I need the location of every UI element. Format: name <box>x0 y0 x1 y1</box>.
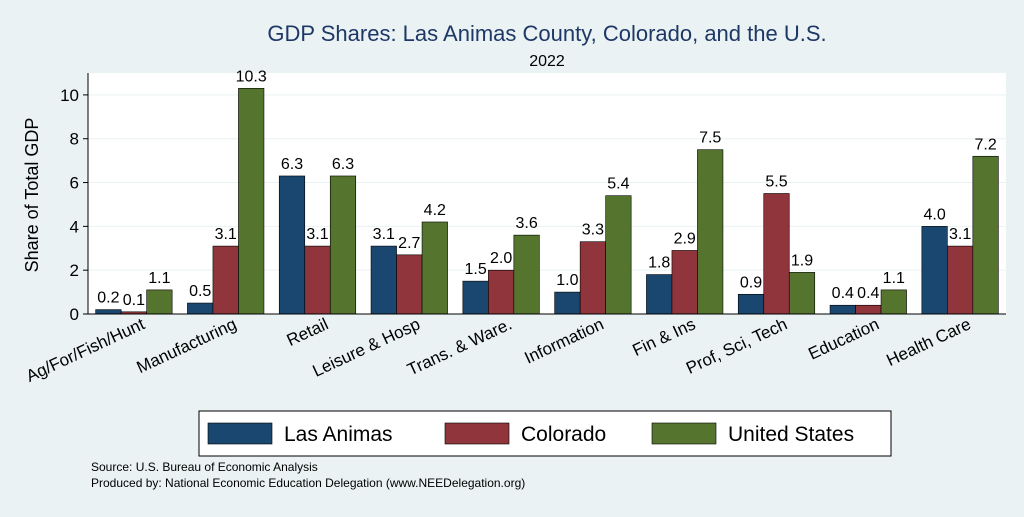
data-label: 10.3 <box>236 68 267 85</box>
x-tick-label: Education <box>805 314 882 363</box>
data-label: 7.2 <box>974 136 996 153</box>
legend <box>198 410 892 457</box>
data-label: 2.9 <box>674 230 696 247</box>
bar <box>488 269 515 315</box>
bar <box>855 304 882 315</box>
bar <box>697 149 724 315</box>
x-tick-label: Ag/For/Fish/Hunt <box>23 314 148 386</box>
bar <box>370 245 397 315</box>
bar <box>513 234 540 315</box>
data-label: 1.8 <box>648 255 670 272</box>
data-label: 3.1 <box>215 226 237 243</box>
y-tick-label: 10 <box>60 86 79 105</box>
data-label: 1.1 <box>883 270 905 287</box>
bar <box>396 254 423 315</box>
data-label: 0.9 <box>740 274 762 291</box>
bar <box>95 309 122 315</box>
bar <box>829 304 856 315</box>
legend-swatch <box>651 422 717 445</box>
data-label: 0.4 <box>857 285 879 302</box>
data-label: 1.5 <box>464 261 486 278</box>
bar <box>187 302 214 315</box>
bar <box>238 88 265 315</box>
data-label: 7.5 <box>699 130 721 147</box>
x-tick-label: Fin & Ins <box>630 314 699 360</box>
data-label: 0.2 <box>97 290 119 307</box>
data-label: 3.3 <box>582 222 604 239</box>
x-tick-label: Health Care <box>884 314 974 370</box>
bar <box>671 250 698 315</box>
data-label: 5.5 <box>765 174 787 191</box>
bar <box>972 155 999 315</box>
legend-swatch <box>444 422 510 445</box>
data-label: 0.1 <box>123 292 145 309</box>
bar <box>947 245 974 315</box>
bar <box>462 280 489 315</box>
bar <box>146 289 173 315</box>
x-tick-label: Manufacturing <box>134 314 240 377</box>
y-tick-label: 4 <box>70 217 79 236</box>
y-tick-label: 0 <box>70 305 79 324</box>
legend-swatch <box>207 422 273 445</box>
bar <box>579 241 606 315</box>
data-label: 0.5 <box>189 283 211 300</box>
data-label: 3.6 <box>515 215 537 232</box>
bar <box>421 221 448 315</box>
y-tick-label: 8 <box>70 130 79 149</box>
bar <box>646 274 673 315</box>
x-tick-label: Prof, Sci, Tech <box>683 314 790 377</box>
chart-title: GDP Shares: Las Animas County, Colorado,… <box>267 21 826 46</box>
data-label: 6.3 <box>281 156 303 173</box>
x-tick-label: Retail <box>284 314 331 350</box>
data-label: 1.9 <box>791 252 813 269</box>
bar <box>763 193 790 315</box>
bar <box>554 291 581 315</box>
data-label: 6.3 <box>332 156 354 173</box>
legend-label: United States <box>728 423 854 446</box>
data-label: 4.2 <box>424 202 446 219</box>
y-tick-label: 6 <box>70 174 79 193</box>
produced-by-note: Produced by: National Economic Education… <box>91 476 525 490</box>
data-label: 4.0 <box>923 206 945 223</box>
data-label: 1.0 <box>556 272 578 289</box>
bar <box>304 245 331 315</box>
y-tick-label: 2 <box>70 261 79 280</box>
data-label: 2.0 <box>490 250 512 267</box>
bar <box>278 175 306 315</box>
bar <box>880 289 907 315</box>
source-note: Source: U.S. Bureau of Economic Analysis <box>91 460 318 474</box>
bar <box>921 226 948 315</box>
data-label: 3.1 <box>373 226 395 243</box>
x-tick-label: Information <box>521 314 606 367</box>
x-tick-label: Trans. & Ware. <box>404 314 514 379</box>
data-label: 3.1 <box>949 226 971 243</box>
legend-label: Colorado <box>521 423 606 446</box>
bar <box>329 175 357 315</box>
data-label: 5.4 <box>607 176 629 193</box>
data-label: 1.1 <box>148 270 170 287</box>
bar <box>212 245 239 315</box>
bar <box>605 195 632 315</box>
bar <box>737 293 765 315</box>
data-label: 2.7 <box>398 235 420 252</box>
chart-subtitle: 2022 <box>529 53 565 70</box>
legend-label: Las Animas <box>284 423 393 446</box>
bar <box>788 272 816 315</box>
y-axis-label: Share of Total GDP <box>22 118 42 273</box>
data-label: 0.4 <box>832 285 854 302</box>
data-label: 3.1 <box>306 226 328 243</box>
